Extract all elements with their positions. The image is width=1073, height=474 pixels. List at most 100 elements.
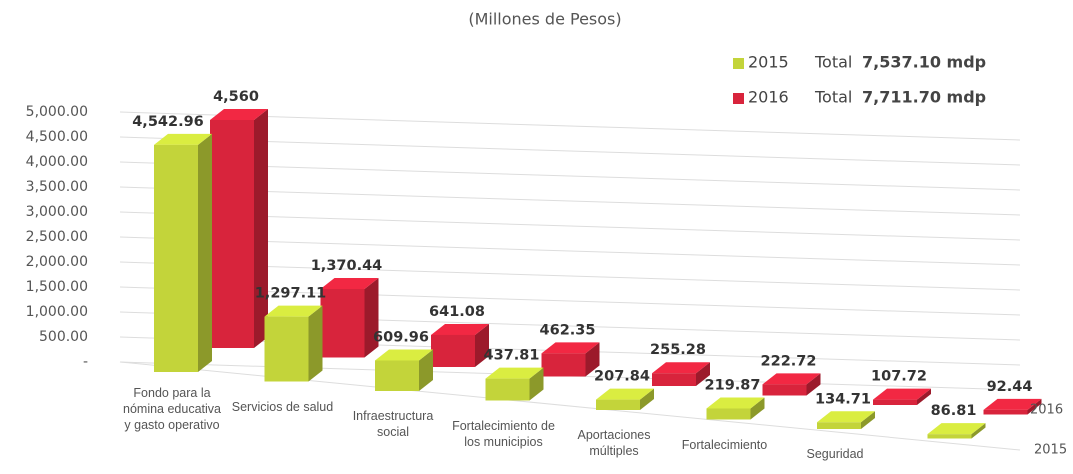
bar-side (806, 373, 821, 396)
bar-top (873, 388, 931, 400)
y-tick-label: 3,500.00 (26, 179, 88, 195)
legend-label: 2016 (748, 88, 789, 107)
bar-side (475, 323, 489, 367)
y-tick-label: 2,500.00 (26, 229, 88, 245)
y-tick-label: 1,000.00 (26, 304, 88, 320)
x-tick-label: Aportaciones múltiples (577, 428, 651, 458)
y-tick-label: 500.00 (39, 329, 88, 345)
bar (541, 353, 586, 377)
bar-top (431, 323, 489, 335)
y-tick-label: 1,500.00 (26, 279, 88, 295)
bar-top (375, 349, 433, 361)
grid-line (119, 136, 1021, 166)
data-label: 107.72 (871, 369, 927, 385)
bar (927, 434, 972, 439)
bar-top (154, 133, 212, 145)
bar-top (320, 277, 379, 289)
data-label: 609.96 (373, 330, 429, 346)
data-label: 4,542.96 (132, 114, 204, 130)
legend-total: 7,537.10 mdp (862, 53, 986, 72)
bar-top (983, 398, 1042, 410)
bar-top (596, 388, 654, 400)
bar (706, 408, 751, 420)
legend-label: 2015 (748, 53, 789, 72)
y-tick-label: 3,000.00 (26, 204, 88, 220)
depth-label: 2016 (1030, 403, 1063, 418)
bar (983, 409, 1028, 415)
bar (817, 422, 861, 429)
bar-side (917, 388, 931, 405)
y-tick-label: 4,500.00 (26, 129, 88, 145)
bar-side (1027, 398, 1042, 415)
grid-line (119, 161, 1021, 191)
y-tick-label: - (83, 354, 88, 370)
legend-swatch (733, 58, 744, 69)
depth-label: 2015 (1034, 443, 1067, 458)
bar-top (210, 109, 268, 120)
bar (873, 399, 917, 405)
grid-line (119, 236, 1021, 266)
bar (485, 378, 530, 401)
bar-top (706, 397, 765, 409)
legend-total-label: Total (814, 88, 852, 107)
data-label: 255.28 (650, 342, 706, 358)
data-label: 641.08 (429, 304, 485, 320)
x-tick-label: Fortalecimiento de los municipios (452, 418, 555, 449)
bar-top (264, 305, 323, 317)
data-label: 207.84 (594, 369, 650, 385)
y-tick-label: 2,000.00 (26, 254, 88, 270)
data-label: 219.87 (705, 378, 761, 394)
legend-total-label: Total (814, 53, 852, 72)
bar-side (254, 109, 268, 348)
x-tick-label: Seguridad (806, 447, 864, 461)
bar-side (419, 349, 433, 391)
grid-line (119, 186, 1021, 216)
bar-side (308, 305, 323, 382)
data-label: 86.81 (931, 403, 977, 419)
y-tick-label: 4,000.00 (26, 154, 88, 170)
bar-top (652, 362, 710, 374)
bar (431, 334, 475, 367)
bar (652, 373, 696, 386)
data-label: 1,297.11 (255, 286, 327, 302)
x-tick-label: Servicios de salud (231, 399, 334, 414)
data-label: 462.35 (540, 322, 596, 338)
legend-swatch (733, 93, 744, 104)
bar (264, 316, 309, 382)
data-label: 134.71 (815, 391, 871, 407)
legend-total: 7,711.70 mdp (862, 88, 986, 107)
bar (154, 144, 198, 372)
bar-top (541, 342, 600, 354)
bar-top (762, 373, 821, 385)
bar-top (927, 423, 986, 435)
bar-top (485, 367, 544, 379)
bar-side (640, 388, 654, 410)
data-label: 222.72 (761, 353, 817, 369)
bar-side (861, 411, 875, 429)
bar-side (750, 397, 765, 420)
bar-side (585, 342, 600, 377)
x-tick-label: Fondo para la nómina educativa y gasto o… (123, 386, 221, 432)
data-label: 4,560 (213, 89, 259, 105)
bar-side (364, 277, 379, 358)
data-label: 92.44 (987, 379, 1033, 395)
bar-side (529, 367, 544, 401)
bar-side (696, 362, 710, 386)
grid-line (119, 211, 1021, 241)
bar-side (198, 133, 212, 372)
x-tick-label: Infraestructura social (352, 409, 434, 439)
bar (762, 384, 807, 396)
bar-side (971, 423, 986, 439)
grid-line (119, 261, 1021, 291)
x-tick-label: Fortalecimiento (681, 437, 768, 452)
bar (596, 399, 640, 410)
bar (375, 360, 419, 391)
grid-line (119, 286, 1021, 316)
bar (320, 288, 365, 358)
y-tick-label: 5,000.00 (26, 104, 88, 120)
grid-line (119, 111, 1021, 141)
data-label: 1,370.44 (311, 258, 383, 274)
bar-top (817, 411, 875, 423)
